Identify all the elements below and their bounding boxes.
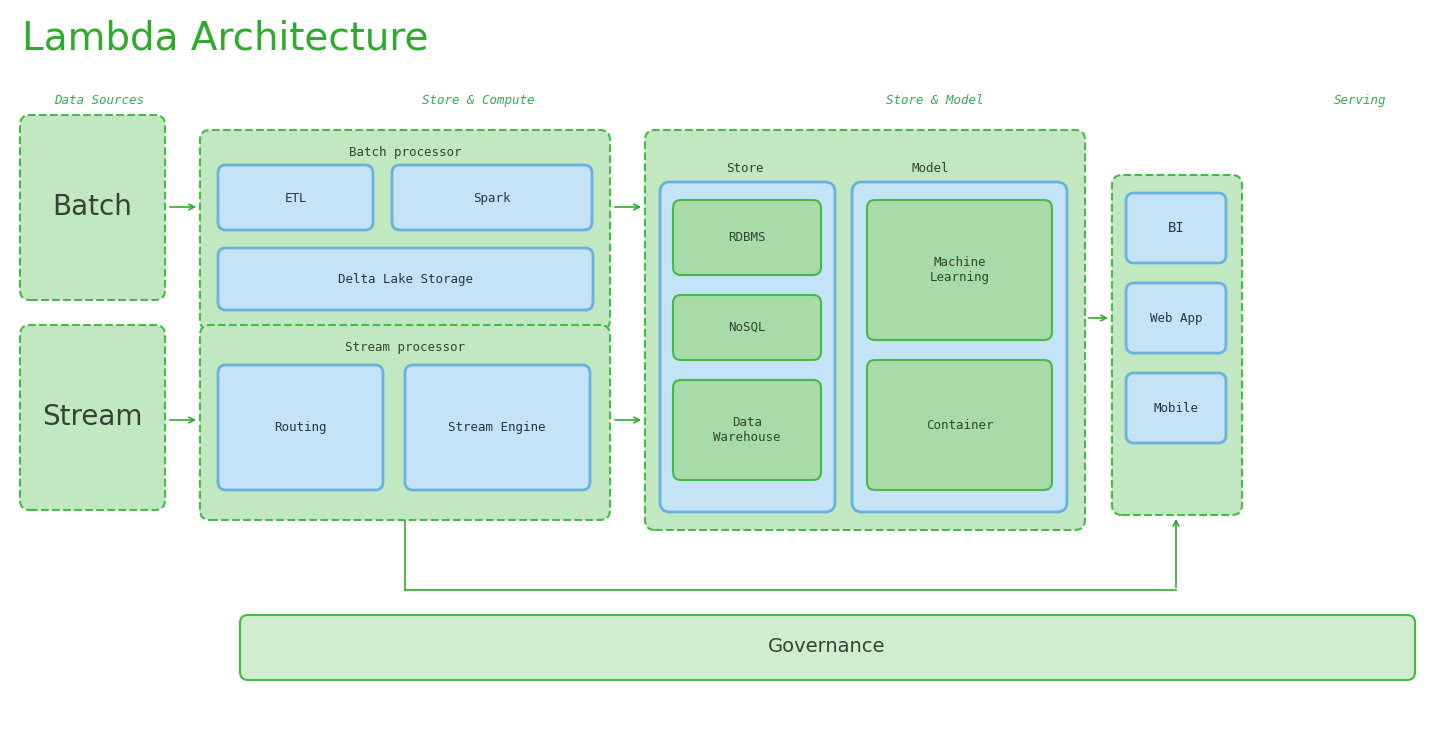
FancyBboxPatch shape [392,165,592,230]
Text: Machine
Learning: Machine Learning [929,256,990,284]
Text: Routing: Routing [274,421,326,434]
Text: BI: BI [1167,221,1185,235]
Text: Stream Engine: Stream Engine [448,421,545,434]
Text: Data
Warehouse: Data Warehouse [713,416,780,444]
Text: Data Sources: Data Sources [54,93,144,106]
Text: Governance: Governance [768,637,886,657]
Text: Store & Compute: Store & Compute [422,93,535,106]
FancyBboxPatch shape [1112,175,1243,515]
Text: Serving: Serving [1334,93,1386,106]
FancyBboxPatch shape [20,115,165,300]
Text: Stream processor: Stream processor [345,340,465,354]
FancyBboxPatch shape [200,130,610,330]
Text: Stream: Stream [42,403,142,431]
FancyBboxPatch shape [20,325,165,510]
FancyBboxPatch shape [1127,193,1227,263]
Text: Store: Store [726,162,764,174]
FancyBboxPatch shape [867,200,1053,340]
Text: NoSQL: NoSQL [728,321,766,333]
Text: Spark: Spark [473,192,510,205]
Text: Container: Container [927,418,993,432]
FancyBboxPatch shape [218,365,383,490]
FancyBboxPatch shape [1127,283,1227,353]
FancyBboxPatch shape [218,165,373,230]
FancyBboxPatch shape [218,248,593,310]
Text: Batch: Batch [52,193,132,221]
FancyBboxPatch shape [645,130,1085,530]
FancyBboxPatch shape [200,325,610,520]
FancyBboxPatch shape [853,182,1067,512]
Text: Lambda Architecture: Lambda Architecture [22,19,429,57]
FancyBboxPatch shape [673,295,821,360]
FancyBboxPatch shape [867,360,1053,490]
Text: Model: Model [911,162,948,174]
Text: Mobile: Mobile [1154,402,1199,415]
Text: Store & Model: Store & Model [886,93,985,106]
Text: Delta Lake Storage: Delta Lake Storage [338,273,474,286]
Text: ETL: ETL [284,192,307,205]
FancyBboxPatch shape [1127,373,1227,443]
FancyBboxPatch shape [660,182,835,512]
FancyBboxPatch shape [673,380,821,480]
FancyBboxPatch shape [673,200,821,275]
FancyBboxPatch shape [405,365,590,490]
Text: Batch processor: Batch processor [349,146,461,158]
Text: RDBMS: RDBMS [728,230,766,243]
Text: Web App: Web App [1150,311,1202,324]
FancyBboxPatch shape [241,615,1415,680]
